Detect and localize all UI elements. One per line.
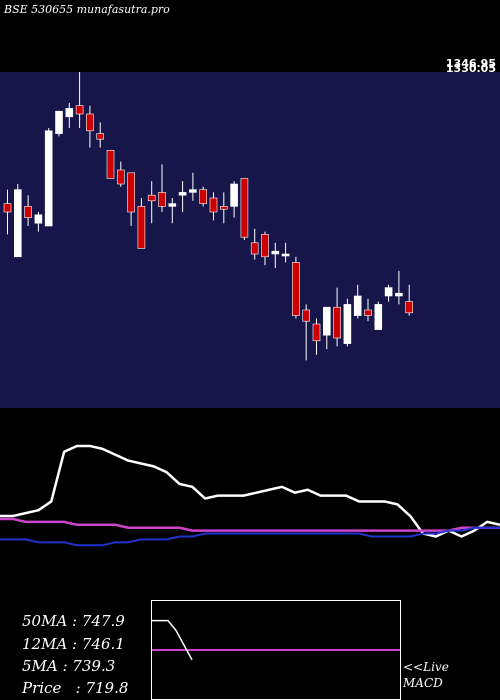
indicator-line-magenta — [0, 517, 500, 532]
candle-body — [178, 192, 187, 196]
indicator-panel — [0, 408, 500, 700]
price-label-low: 1330.05 — [445, 62, 496, 75]
candle-body — [189, 189, 197, 193]
candle-body — [353, 295, 362, 316]
price-panel — [0, 72, 500, 408]
candle-body — [271, 250, 280, 255]
candle-body — [55, 110, 63, 134]
candle-body — [14, 189, 22, 258]
candle-body — [302, 309, 311, 322]
ma50-label: 50MA : 747.9 — [22, 612, 125, 630]
macd-live-label: <<Live — [403, 660, 449, 674]
indicator-chart — [0, 444, 500, 547]
candle-body — [147, 194, 156, 202]
candle-body — [86, 113, 94, 132]
candle-body — [322, 306, 331, 336]
candle-body — [137, 206, 146, 249]
indicator-line-white — [0, 444, 500, 538]
candle-body — [65, 108, 74, 118]
candle-body — [127, 172, 135, 213]
macd-line — [152, 619, 193, 661]
macd-chart — [152, 619, 400, 661]
candle-body — [343, 304, 352, 344]
candle-body — [250, 242, 259, 255]
candle-body — [230, 183, 238, 207]
candle-body — [261, 234, 269, 258]
candle-body — [312, 323, 321, 342]
ma5-label: 5MA : 739.3 — [22, 657, 116, 675]
candle-body — [405, 301, 414, 314]
candle-body — [384, 287, 393, 297]
candle-body — [106, 150, 115, 179]
candle-body — [220, 206, 228, 210]
candle-body — [3, 203, 12, 213]
candle-body — [75, 105, 84, 115]
price-label: Price : 719.8 — [22, 679, 129, 697]
candle-body — [364, 309, 372, 316]
price-label-high: 1346.95 — [445, 57, 496, 70]
candlestick-chart — [3, 72, 414, 361]
candle-body — [199, 189, 207, 204]
candle-body — [34, 214, 43, 224]
candle-body — [240, 178, 249, 238]
chart-title: BSE 530655 munafasutra.pro — [4, 3, 170, 16]
indicator-line-blue — [0, 526, 500, 547]
candle-body — [117, 169, 125, 185]
candle-body — [24, 206, 32, 218]
candle-body — [158, 192, 166, 207]
candle-body — [96, 133, 104, 140]
candle-body — [168, 203, 177, 207]
candle-body — [209, 197, 218, 213]
candle-body — [292, 262, 300, 316]
candle-body — [281, 253, 290, 257]
candle-body — [374, 304, 383, 330]
candle-body — [333, 306, 341, 339]
candle-body — [44, 130, 53, 227]
candle-body — [395, 292, 403, 297]
macd-panel — [151, 600, 401, 700]
macd-label: MACD — [403, 676, 443, 690]
ma12-label: 12MA : 746.1 — [22, 635, 125, 653]
